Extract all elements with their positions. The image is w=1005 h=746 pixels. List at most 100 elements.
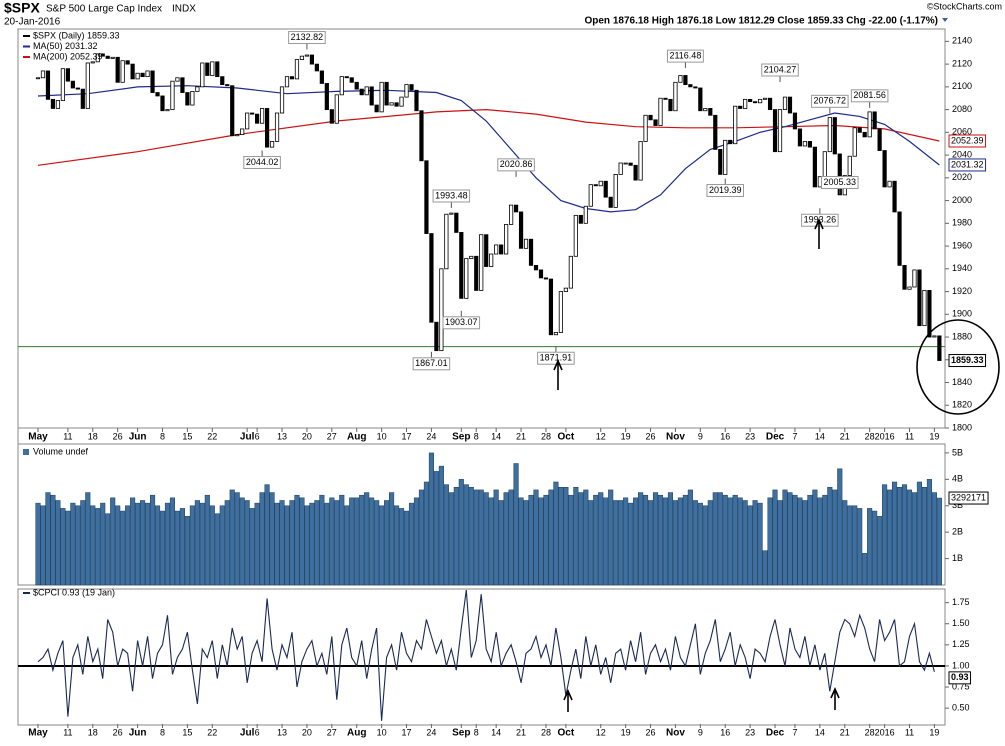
x-tick-label: 15 <box>182 727 192 737</box>
candle <box>414 89 419 112</box>
candle <box>245 112 250 130</box>
annotation-label: 2076.72 <box>814 96 847 106</box>
y-tick-label: 0.75 <box>952 681 970 691</box>
x-tick-label: 26 <box>113 431 123 441</box>
volume-bar <box>274 502 280 586</box>
x-tick-label: 21 <box>516 431 526 441</box>
volume-bar <box>254 502 260 586</box>
x-tick-label: 19 <box>621 431 631 441</box>
annotation-label: 2005.33 <box>824 177 857 187</box>
y-tick-label: 2100 <box>952 81 972 91</box>
volume-bar <box>687 489 693 586</box>
volume-bar <box>259 492 265 586</box>
candle <box>324 83 329 111</box>
candle <box>175 77 180 82</box>
x-tick-label: 20 <box>302 431 312 441</box>
volume-bar <box>862 553 868 586</box>
x-tick-label: 18 <box>88 727 98 737</box>
annotation-label: 1867.01 <box>415 358 448 368</box>
y-tick-label: 2B <box>952 527 963 537</box>
candle <box>190 91 195 106</box>
volume-bar <box>523 500 529 586</box>
volume-bar <box>623 497 629 586</box>
candle <box>753 101 758 104</box>
x-tick-label: 28 <box>865 727 875 737</box>
volume-bar <box>70 502 76 586</box>
legend-label: $SPX (Daily) 1859.33 <box>33 30 120 40</box>
volume-bar <box>204 494 210 586</box>
volume-bar <box>85 492 91 586</box>
candle <box>643 114 648 142</box>
candle <box>90 61 95 64</box>
volume-bar <box>164 502 171 586</box>
candle <box>658 97 663 126</box>
candle <box>767 97 773 110</box>
candle <box>822 151 827 178</box>
volume-bar <box>887 489 893 586</box>
legend-label: MA(200) 2052.39 <box>33 51 103 61</box>
volume-bar <box>787 492 793 586</box>
candle <box>65 68 70 82</box>
ma200-last: 2052.39 <box>951 135 984 145</box>
volume-bar <box>174 510 180 586</box>
volume-bar <box>498 500 504 586</box>
volume-bar <box>40 505 46 586</box>
candle <box>733 105 738 145</box>
y-tick-label: 1920 <box>952 286 972 296</box>
volume-bar <box>782 489 788 586</box>
volume-bar <box>807 494 813 586</box>
candle <box>80 88 85 109</box>
volume-bar <box>558 487 564 586</box>
candle <box>703 108 708 112</box>
x-tick-label: 21 <box>840 431 850 441</box>
x-tick-label: 8 <box>474 727 479 737</box>
candle <box>887 180 892 188</box>
volume-bar <box>931 492 937 586</box>
ma200-line <box>37 108 940 166</box>
candle <box>469 255 474 259</box>
candle <box>738 105 743 109</box>
candle <box>269 141 275 148</box>
volume-bar <box>901 484 908 586</box>
y-tick-label: 1800 <box>952 422 972 432</box>
volume-bar <box>872 510 878 586</box>
candle <box>648 114 653 121</box>
x-tick-label: 21 <box>516 727 526 737</box>
volume-bar <box>702 505 708 586</box>
candle <box>523 238 529 249</box>
volume-bar <box>224 500 230 586</box>
volume-bar <box>189 505 195 586</box>
volume-bar <box>707 500 713 586</box>
annotation-label: 2081.56 <box>853 90 886 100</box>
candle <box>120 60 125 83</box>
volume-bar <box>832 489 838 586</box>
volume-bar <box>130 497 136 586</box>
volume-bar <box>463 484 469 586</box>
candle <box>713 114 718 150</box>
candle <box>758 98 763 104</box>
candle <box>479 234 484 291</box>
volume-bar <box>747 505 753 586</box>
candle <box>464 258 469 299</box>
volume-bar <box>628 502 634 586</box>
candle <box>454 212 459 233</box>
x-tick-label: 9 <box>698 431 703 441</box>
candle <box>140 72 145 78</box>
ratio-last: 0.93 <box>951 672 969 682</box>
menu-arrow[interactable] <box>942 18 948 22</box>
candle <box>155 92 160 97</box>
volume-bar <box>90 505 96 586</box>
x-tick-label: Aug <box>347 432 366 443</box>
volume-bar <box>563 487 569 586</box>
y-tick-label: 1.50 <box>952 618 970 628</box>
x-tick-label: 2016 <box>875 727 895 737</box>
x-tick-label: 23 <box>745 431 755 441</box>
candle <box>105 55 110 59</box>
candle <box>459 232 464 299</box>
candle <box>633 164 638 181</box>
volume-bar <box>578 492 584 586</box>
volume-bar <box>802 500 808 586</box>
volume-bar <box>60 508 66 586</box>
candle <box>743 98 748 109</box>
